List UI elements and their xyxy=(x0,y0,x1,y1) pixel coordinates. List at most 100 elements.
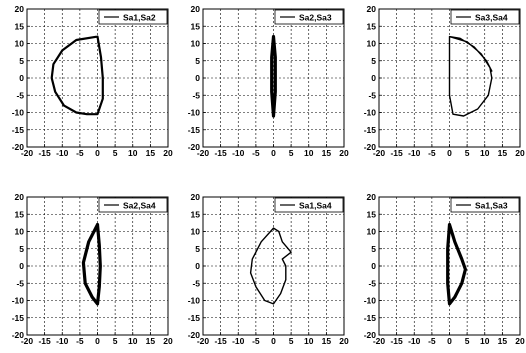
y-tick-label: 5 xyxy=(371,56,376,66)
x-tick-label: -5 xyxy=(252,148,260,158)
y-tick-label: 15 xyxy=(191,21,201,31)
y-tick-label: 15 xyxy=(15,209,25,219)
x-tick-label: -15 xyxy=(390,148,403,158)
y-tick-label: -5 xyxy=(16,278,24,288)
y-tick-label: 20 xyxy=(191,4,201,14)
x-tick-label: -15 xyxy=(38,148,51,158)
x-tick-label: 5 xyxy=(113,336,118,346)
x-tick-label: -10 xyxy=(56,148,69,158)
x-tick-label: 15 xyxy=(322,148,332,158)
y-tick-label: -10 xyxy=(188,108,201,118)
x-tick-label: 20 xyxy=(515,336,525,346)
y-tick-label: -10 xyxy=(188,296,201,306)
x-tick-label: 20 xyxy=(339,148,349,158)
y-tick-label: -20 xyxy=(12,330,25,340)
y-tick-label: 0 xyxy=(195,261,200,271)
y-tick-label: -20 xyxy=(364,142,377,152)
y-tick-label: -15 xyxy=(364,313,377,323)
x-tick-label: -10 xyxy=(408,148,421,158)
y-tick-label: 0 xyxy=(371,261,376,271)
y-tick-label: 20 xyxy=(367,4,377,14)
legend-label: Sa1,Sa3 xyxy=(475,201,508,211)
legend-box xyxy=(274,9,344,25)
y-tick-label: 20 xyxy=(15,4,25,14)
x-tick-label: -15 xyxy=(38,336,51,346)
x-tick-label: 0 xyxy=(95,336,100,346)
series-line xyxy=(446,223,467,306)
x-tick-label: 10 xyxy=(128,336,138,346)
y-tick-label: -20 xyxy=(12,142,25,152)
x-tick-label: -20 xyxy=(197,336,210,346)
y-tick-label: 10 xyxy=(191,227,201,237)
y-tick-label: -15 xyxy=(12,125,25,135)
series-line xyxy=(448,35,493,117)
y-tick-label: 0 xyxy=(371,73,376,83)
x-tick-label: -20 xyxy=(21,148,34,158)
legend-box xyxy=(98,197,168,213)
x-tick-label: 10 xyxy=(480,148,490,158)
x-tick-label: 0 xyxy=(447,336,452,346)
y-tick-label: 15 xyxy=(367,21,377,31)
y-tick-label: -10 xyxy=(364,296,377,306)
y-tick-label: 0 xyxy=(195,73,200,83)
y-tick-label: -10 xyxy=(364,108,377,118)
x-tick-label: 15 xyxy=(322,336,332,346)
x-tick-label: 0 xyxy=(95,148,100,158)
x-tick-label: 0 xyxy=(271,336,276,346)
x-tick-label: 15 xyxy=(498,336,508,346)
x-tick-label: 5 xyxy=(289,148,294,158)
x-tick-label: -20 xyxy=(21,336,34,346)
x-tick-label: 15 xyxy=(498,148,508,158)
x-tick-label: 5 xyxy=(465,148,470,158)
x-tick-label: 0 xyxy=(447,148,452,158)
x-tick-label: -20 xyxy=(197,148,210,158)
x-tick-label: -5 xyxy=(428,336,436,346)
x-tick-label: 5 xyxy=(289,336,294,346)
y-tick-label: 15 xyxy=(15,21,25,31)
x-tick-label: 20 xyxy=(163,336,173,346)
y-tick-label: 10 xyxy=(367,39,377,49)
x-tick-label: 20 xyxy=(163,148,173,158)
y-tick-label: 0 xyxy=(19,73,24,83)
y-tick-label: 10 xyxy=(15,227,25,237)
y-tick-label: -5 xyxy=(192,90,200,100)
x-tick-label: 20 xyxy=(339,336,349,346)
y-tick-label: 10 xyxy=(191,39,201,49)
x-tick-label: -10 xyxy=(232,336,245,346)
y-tick-label: 10 xyxy=(367,227,377,237)
x-tick-label: 5 xyxy=(465,336,470,346)
y-tick-label: -15 xyxy=(12,313,25,323)
x-tick-label: 10 xyxy=(304,336,314,346)
y-tick-label: -15 xyxy=(364,125,377,135)
y-tick-label: 20 xyxy=(191,192,201,202)
y-tick-label: 5 xyxy=(19,56,24,66)
y-tick-label: -5 xyxy=(16,90,24,100)
y-tick-label: -5 xyxy=(368,278,376,288)
y-tick-label: 5 xyxy=(19,244,24,254)
x-tick-label: -5 xyxy=(428,148,436,158)
y-tick-label: -10 xyxy=(12,108,25,118)
y-tick-label: -20 xyxy=(188,142,201,152)
x-tick-label: -5 xyxy=(252,336,260,346)
x-tick-label: -15 xyxy=(214,148,227,158)
x-tick-label: 0 xyxy=(271,148,276,158)
y-tick-label: -10 xyxy=(12,296,25,306)
x-tick-label: -5 xyxy=(76,336,84,346)
x-tick-label: -15 xyxy=(390,336,403,346)
legend-label: Sa2,Sa4 xyxy=(123,201,156,211)
x-tick-label: -10 xyxy=(232,148,245,158)
subplot: -20 -15 -10 -5 0 5 10 15 20 20 15 10 5 0 -5 -10 -15 -20 Sa… xyxy=(12,192,173,346)
x-tick-label: -20 xyxy=(373,148,386,158)
y-tick-label: 5 xyxy=(195,244,200,254)
y-tick-label: -20 xyxy=(188,330,201,340)
x-tick-label: 10 xyxy=(304,148,314,158)
x-tick-label: -10 xyxy=(408,336,421,346)
subplot: -20 -15 -10 -5 0 5 10 15 20 20 15 10 5 0 -5 -10 -15 -20 Sa… xyxy=(364,4,525,158)
y-tick-label: 0 xyxy=(19,261,24,271)
legend-box xyxy=(98,9,168,25)
series-line xyxy=(50,35,104,116)
y-tick-label: -5 xyxy=(368,90,376,100)
x-tick-label: -5 xyxy=(76,148,84,158)
legend-box xyxy=(450,197,520,213)
